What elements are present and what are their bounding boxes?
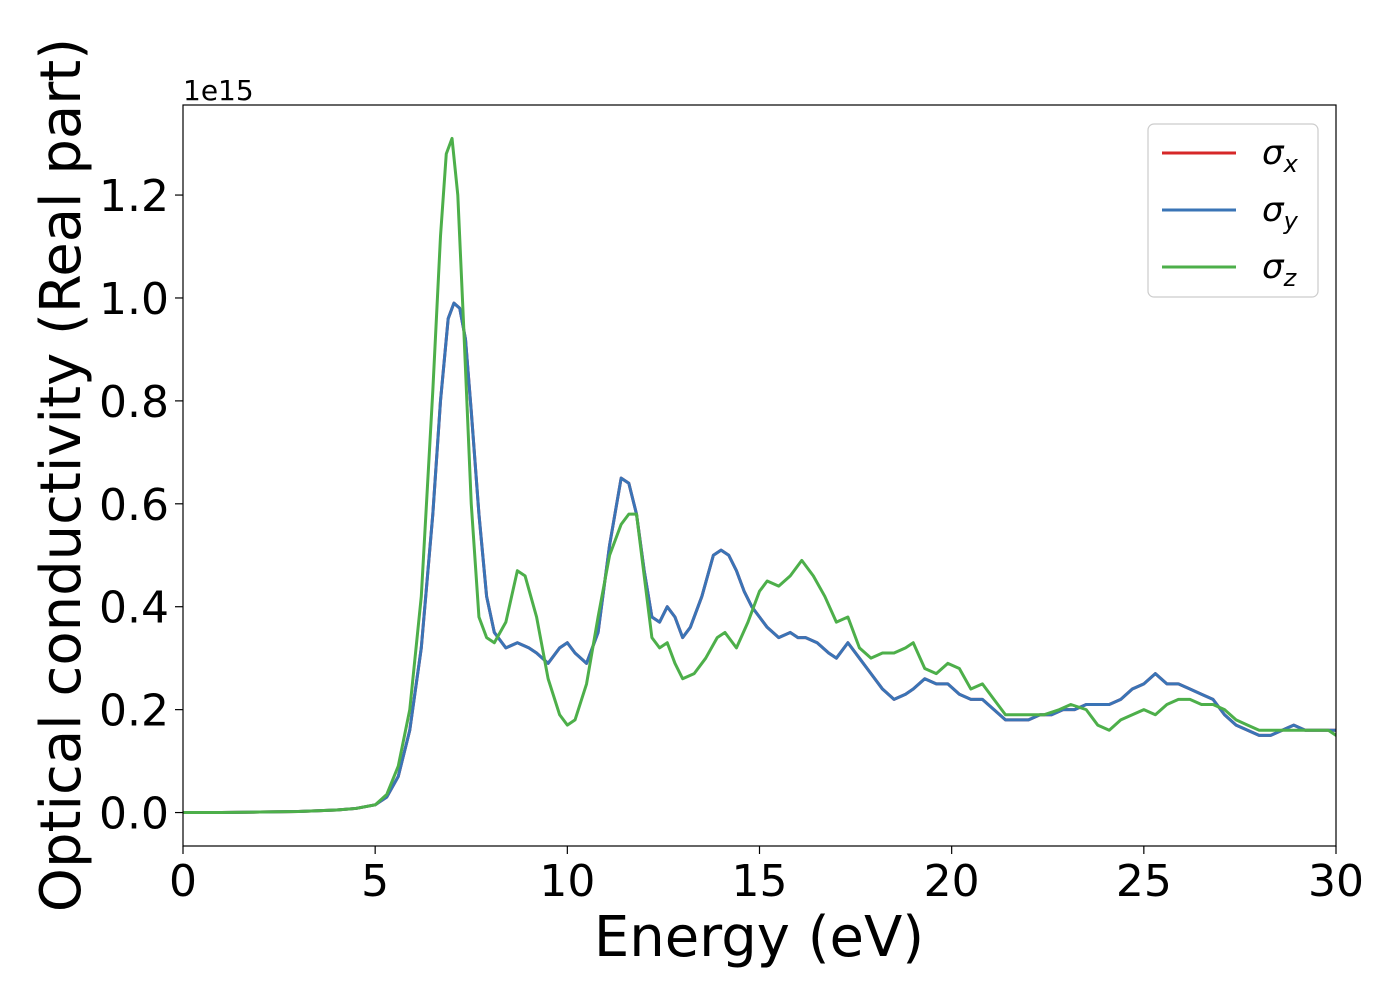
x-tick-label: 15 — [732, 856, 788, 907]
legend-label-x: σx — [1262, 133, 1299, 178]
y-tick-label: 0.0 — [99, 789, 169, 840]
legend-label-base: σ — [1262, 247, 1285, 287]
x-tick-label: 25 — [1116, 856, 1172, 907]
y-tick-label: 1.0 — [99, 274, 169, 325]
y-axis-ticks: 0.0 0.2 0.4 0.6 0.8 1.0 1.2 — [99, 171, 183, 840]
y-tick-label: 0.4 — [99, 583, 169, 634]
y-axis-label: Optical conductivity (Real part) — [29, 38, 94, 912]
x-axis-label: Energy (eV) — [594, 905, 924, 970]
legend-label-base: σ — [1262, 190, 1285, 230]
legend-label-subscript: y — [1283, 207, 1299, 235]
x-tick-label: 5 — [361, 856, 389, 907]
y-tick-label: 0.6 — [99, 480, 169, 531]
y-tick-label: 0.8 — [99, 377, 169, 428]
x-axis-ticks: 0 5 10 15 20 25 30 — [169, 846, 1364, 907]
y-offset-label: 1e15 — [183, 74, 254, 107]
series-line-y — [183, 301, 1336, 815]
series-lines — [183, 136, 1336, 815]
x-tick-label: 30 — [1308, 856, 1364, 907]
series-line-z — [183, 136, 1336, 815]
y-tick-label: 1.2 — [99, 171, 169, 222]
legend-label-base: σ — [1262, 133, 1285, 173]
legend-label-z: σz — [1262, 247, 1298, 292]
legend-label-subscript: z — [1283, 264, 1298, 292]
y-tick-label: 0.2 — [99, 686, 169, 737]
x-tick-label: 10 — [539, 856, 595, 907]
x-tick-label: 0 — [169, 856, 197, 907]
x-tick-label: 20 — [924, 856, 980, 907]
legend-label-y: σy — [1262, 190, 1299, 235]
legend-label-subscript: x — [1283, 150, 1299, 178]
